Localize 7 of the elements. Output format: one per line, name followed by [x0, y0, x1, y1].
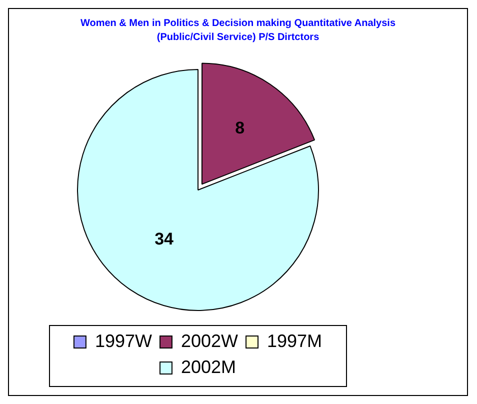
legend-label: 1997W — [94, 330, 152, 351]
legend-label: 2002M — [180, 356, 236, 377]
data-label: 8 — [235, 118, 245, 138]
legend-label: 2002W — [180, 330, 238, 351]
chart-title: Women & Men in Politics & Decision making Quantitative Analysis (Public/Civil Service) P/S Dirtctors — [79, 17, 397, 45]
data-label: 34 — [154, 229, 174, 248]
legend-label: 1997M — [267, 330, 322, 351]
